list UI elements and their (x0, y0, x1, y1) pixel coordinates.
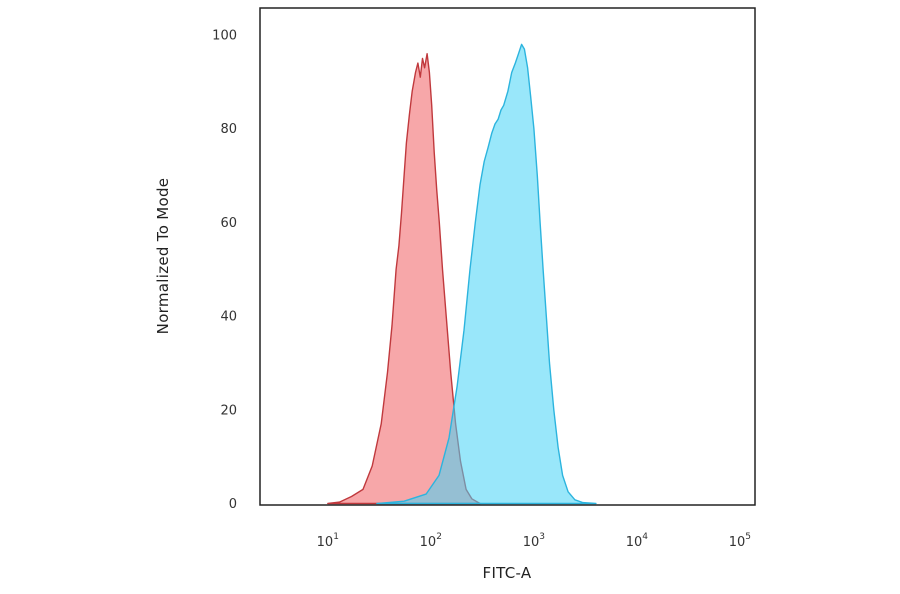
y-tick-label: 20 (220, 403, 237, 418)
x-tick-label: 105 (729, 532, 751, 550)
y-tick-label: 40 (220, 310, 237, 325)
x-tick-label: 101 (317, 532, 339, 550)
y-tick-label: 100 (212, 29, 237, 44)
y-axis: 0 20 40 60 80 100 (212, 29, 237, 513)
x-tick-label: 102 (420, 532, 442, 550)
histogram-series-1 (327, 53, 481, 505)
y-tick-label: 0 (229, 497, 237, 512)
histogram-series-2 (376, 43, 597, 505)
x-tick-label: 103 (523, 532, 545, 550)
x-tick-label: 104 (626, 532, 649, 550)
y-axis-title: Normalized To Mode (154, 178, 172, 335)
y-tick-label: 60 (220, 216, 237, 231)
y-tick-label: 80 (220, 122, 237, 137)
plot-content (327, 43, 597, 505)
x-axis-title: FITC-A (483, 564, 532, 582)
plot-frame (259, 7, 756, 506)
x-axis: 101 102 103 104 105 (317, 532, 751, 550)
